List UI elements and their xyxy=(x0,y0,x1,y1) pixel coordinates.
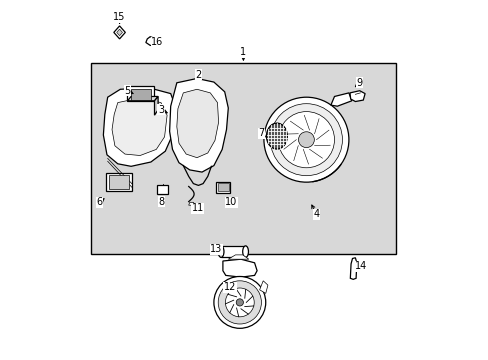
Text: 15: 15 xyxy=(113,12,125,22)
Bar xyxy=(108,175,129,189)
Bar xyxy=(131,89,151,100)
Polygon shape xyxy=(154,96,158,115)
Polygon shape xyxy=(127,96,158,101)
Polygon shape xyxy=(145,37,161,46)
Text: 13: 13 xyxy=(210,244,222,254)
Text: 5: 5 xyxy=(124,86,130,96)
Polygon shape xyxy=(177,89,218,158)
Polygon shape xyxy=(188,202,194,205)
Bar xyxy=(106,173,132,191)
Polygon shape xyxy=(223,259,257,277)
Polygon shape xyxy=(259,281,267,293)
Polygon shape xyxy=(117,29,122,36)
Polygon shape xyxy=(330,93,351,106)
Text: 8: 8 xyxy=(158,197,164,207)
Text: 9: 9 xyxy=(356,78,362,88)
Bar xyxy=(221,246,245,257)
Text: 12: 12 xyxy=(224,282,236,292)
Ellipse shape xyxy=(266,123,287,149)
Polygon shape xyxy=(349,91,365,102)
Polygon shape xyxy=(112,98,167,156)
Text: 14: 14 xyxy=(355,261,367,271)
Circle shape xyxy=(298,132,314,148)
Bar xyxy=(91,63,395,254)
Text: 11: 11 xyxy=(191,203,203,213)
Polygon shape xyxy=(228,255,248,259)
Bar xyxy=(127,86,154,101)
Text: 4: 4 xyxy=(313,209,319,219)
Circle shape xyxy=(213,276,265,328)
Circle shape xyxy=(236,299,243,306)
Polygon shape xyxy=(103,88,175,166)
Circle shape xyxy=(225,288,254,317)
Text: 7: 7 xyxy=(258,128,264,138)
Text: 6: 6 xyxy=(97,197,102,207)
Text: 3: 3 xyxy=(158,105,163,115)
Bar xyxy=(218,183,228,191)
Polygon shape xyxy=(169,78,228,172)
Circle shape xyxy=(264,97,348,182)
Bar xyxy=(157,185,168,194)
Circle shape xyxy=(218,281,261,324)
Polygon shape xyxy=(114,26,125,39)
Bar xyxy=(216,182,230,193)
Text: 1: 1 xyxy=(240,47,246,57)
Text: 10: 10 xyxy=(224,197,237,207)
Circle shape xyxy=(278,112,334,168)
Circle shape xyxy=(270,104,342,176)
Text: 2: 2 xyxy=(195,70,201,80)
Ellipse shape xyxy=(242,246,248,257)
Ellipse shape xyxy=(218,246,224,257)
Text: 16: 16 xyxy=(151,37,163,48)
Polygon shape xyxy=(349,258,356,279)
